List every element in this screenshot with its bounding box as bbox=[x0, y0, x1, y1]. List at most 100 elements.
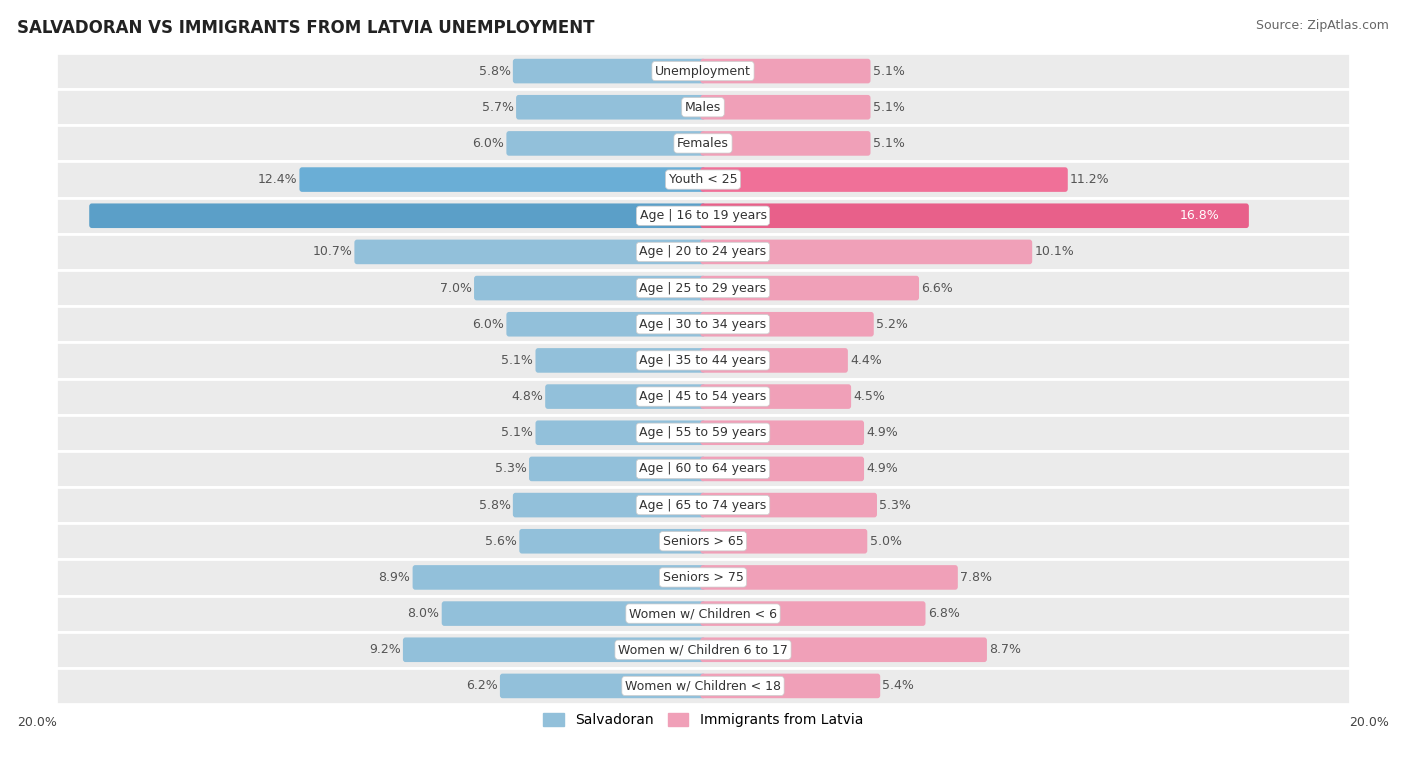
FancyBboxPatch shape bbox=[404, 637, 706, 662]
Text: 5.3%: 5.3% bbox=[495, 463, 527, 475]
Text: 4.8%: 4.8% bbox=[510, 390, 543, 403]
FancyBboxPatch shape bbox=[519, 529, 706, 553]
FancyBboxPatch shape bbox=[56, 415, 1350, 451]
Text: 6.8%: 6.8% bbox=[928, 607, 960, 620]
FancyBboxPatch shape bbox=[700, 601, 925, 626]
FancyBboxPatch shape bbox=[56, 234, 1350, 270]
FancyBboxPatch shape bbox=[56, 161, 1350, 198]
Text: Age | 65 to 74 years: Age | 65 to 74 years bbox=[640, 499, 766, 512]
Text: 5.6%: 5.6% bbox=[485, 534, 517, 548]
Text: 5.7%: 5.7% bbox=[482, 101, 513, 114]
Text: Age | 16 to 19 years: Age | 16 to 19 years bbox=[640, 209, 766, 223]
FancyBboxPatch shape bbox=[441, 601, 706, 626]
Text: 5.3%: 5.3% bbox=[879, 499, 911, 512]
FancyBboxPatch shape bbox=[700, 276, 920, 301]
FancyBboxPatch shape bbox=[529, 456, 706, 481]
Text: Seniors > 75: Seniors > 75 bbox=[662, 571, 744, 584]
FancyBboxPatch shape bbox=[56, 89, 1350, 126]
Text: 20.0%: 20.0% bbox=[1350, 716, 1389, 730]
Text: Women w/ Children 6 to 17: Women w/ Children 6 to 17 bbox=[619, 643, 787, 656]
FancyBboxPatch shape bbox=[700, 565, 957, 590]
FancyBboxPatch shape bbox=[700, 167, 1067, 192]
FancyBboxPatch shape bbox=[700, 529, 868, 553]
FancyBboxPatch shape bbox=[506, 131, 706, 156]
Text: 18.9%: 18.9% bbox=[654, 209, 693, 223]
FancyBboxPatch shape bbox=[700, 674, 880, 698]
Text: 5.1%: 5.1% bbox=[873, 64, 904, 77]
Text: 8.7%: 8.7% bbox=[990, 643, 1021, 656]
FancyBboxPatch shape bbox=[56, 270, 1350, 306]
Text: Youth < 25: Youth < 25 bbox=[669, 173, 737, 186]
FancyBboxPatch shape bbox=[516, 95, 706, 120]
FancyBboxPatch shape bbox=[474, 276, 706, 301]
Text: Source: ZipAtlas.com: Source: ZipAtlas.com bbox=[1256, 19, 1389, 32]
Text: 4.4%: 4.4% bbox=[851, 354, 882, 367]
Text: Seniors > 65: Seniors > 65 bbox=[662, 534, 744, 548]
Text: 8.9%: 8.9% bbox=[378, 571, 411, 584]
FancyBboxPatch shape bbox=[299, 167, 706, 192]
Text: 6.6%: 6.6% bbox=[921, 282, 953, 294]
FancyBboxPatch shape bbox=[700, 312, 873, 337]
Text: 4.5%: 4.5% bbox=[853, 390, 886, 403]
Text: Unemployment: Unemployment bbox=[655, 64, 751, 77]
Text: Males: Males bbox=[685, 101, 721, 114]
Text: Age | 25 to 29 years: Age | 25 to 29 years bbox=[640, 282, 766, 294]
FancyBboxPatch shape bbox=[513, 59, 706, 83]
Text: Age | 60 to 64 years: Age | 60 to 64 years bbox=[640, 463, 766, 475]
Text: 5.2%: 5.2% bbox=[876, 318, 908, 331]
Text: 5.8%: 5.8% bbox=[478, 499, 510, 512]
Text: SALVADORAN VS IMMIGRANTS FROM LATVIA UNEMPLOYMENT: SALVADORAN VS IMMIGRANTS FROM LATVIA UNE… bbox=[17, 19, 595, 37]
Text: 7.8%: 7.8% bbox=[960, 571, 993, 584]
Text: 8.0%: 8.0% bbox=[408, 607, 440, 620]
FancyBboxPatch shape bbox=[700, 204, 1249, 228]
FancyBboxPatch shape bbox=[89, 204, 706, 228]
Text: 4.9%: 4.9% bbox=[866, 426, 898, 439]
FancyBboxPatch shape bbox=[536, 348, 706, 372]
FancyBboxPatch shape bbox=[56, 126, 1350, 161]
Text: 4.9%: 4.9% bbox=[866, 463, 898, 475]
FancyBboxPatch shape bbox=[700, 420, 865, 445]
FancyBboxPatch shape bbox=[536, 420, 706, 445]
FancyBboxPatch shape bbox=[700, 385, 851, 409]
FancyBboxPatch shape bbox=[501, 674, 706, 698]
FancyBboxPatch shape bbox=[56, 53, 1350, 89]
FancyBboxPatch shape bbox=[700, 240, 1032, 264]
Text: Age | 30 to 34 years: Age | 30 to 34 years bbox=[640, 318, 766, 331]
FancyBboxPatch shape bbox=[513, 493, 706, 517]
FancyBboxPatch shape bbox=[56, 378, 1350, 415]
FancyBboxPatch shape bbox=[700, 637, 987, 662]
Text: 7.0%: 7.0% bbox=[440, 282, 472, 294]
Text: Age | 35 to 44 years: Age | 35 to 44 years bbox=[640, 354, 766, 367]
Text: 5.1%: 5.1% bbox=[502, 354, 533, 367]
Text: Age | 55 to 59 years: Age | 55 to 59 years bbox=[640, 426, 766, 439]
Text: Women w/ Children < 6: Women w/ Children < 6 bbox=[628, 607, 778, 620]
FancyBboxPatch shape bbox=[56, 668, 1350, 704]
Text: 5.4%: 5.4% bbox=[883, 680, 914, 693]
FancyBboxPatch shape bbox=[354, 240, 706, 264]
FancyBboxPatch shape bbox=[56, 451, 1350, 487]
Text: Age | 20 to 24 years: Age | 20 to 24 years bbox=[640, 245, 766, 258]
FancyBboxPatch shape bbox=[506, 312, 706, 337]
Text: Women w/ Children < 18: Women w/ Children < 18 bbox=[626, 680, 780, 693]
FancyBboxPatch shape bbox=[546, 385, 706, 409]
FancyBboxPatch shape bbox=[56, 342, 1350, 378]
FancyBboxPatch shape bbox=[700, 95, 870, 120]
Text: 10.7%: 10.7% bbox=[312, 245, 352, 258]
FancyBboxPatch shape bbox=[700, 131, 870, 156]
Text: 16.8%: 16.8% bbox=[1180, 209, 1219, 223]
Text: 5.0%: 5.0% bbox=[869, 534, 901, 548]
Text: 6.2%: 6.2% bbox=[465, 680, 498, 693]
Text: 5.1%: 5.1% bbox=[873, 101, 904, 114]
Text: 10.1%: 10.1% bbox=[1035, 245, 1074, 258]
Text: Age | 45 to 54 years: Age | 45 to 54 years bbox=[640, 390, 766, 403]
FancyBboxPatch shape bbox=[56, 596, 1350, 631]
FancyBboxPatch shape bbox=[56, 487, 1350, 523]
FancyBboxPatch shape bbox=[700, 493, 877, 517]
Text: 11.2%: 11.2% bbox=[1070, 173, 1109, 186]
FancyBboxPatch shape bbox=[56, 523, 1350, 559]
FancyBboxPatch shape bbox=[700, 348, 848, 372]
Text: 6.0%: 6.0% bbox=[472, 318, 505, 331]
FancyBboxPatch shape bbox=[700, 456, 865, 481]
Text: 9.2%: 9.2% bbox=[368, 643, 401, 656]
FancyBboxPatch shape bbox=[56, 198, 1350, 234]
